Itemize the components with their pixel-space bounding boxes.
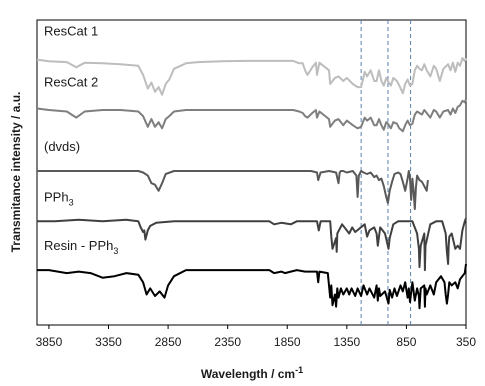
- series-line-3: [37, 217, 467, 272]
- series-group: [36, 57, 467, 310]
- series-label-2: (dvds): [44, 139, 80, 154]
- x-axis: 3850 3350 2850 2350 1850 1350 850 350: [36, 325, 476, 349]
- x-axis-title-main: Wavelength / cm: [201, 367, 295, 381]
- x-tick-label-2: 2850: [155, 335, 182, 349]
- series-label-main-0: ResCat 1: [44, 24, 98, 39]
- x-tick-label-1: 3350: [95, 335, 122, 349]
- x-tick-label-6: 850: [396, 335, 416, 349]
- series-label-main-2: (dvds): [44, 139, 80, 154]
- plot-frame: [36, 19, 467, 326]
- y-axis-title: Transmitance intensity / a.u.: [9, 92, 23, 253]
- x-axis-title-sup: -1: [295, 365, 303, 375]
- x-tick-label-0: 3850: [36, 335, 63, 349]
- series-label-3: PPh3: [44, 189, 74, 207]
- series-label-4: Resin - PPh3: [44, 238, 118, 256]
- reference-lines: [360, 20, 412, 325]
- x-tick-label-7: 350: [456, 335, 476, 349]
- series-label-main-1: ResCat 2: [44, 75, 98, 90]
- series-line-1: [36, 98, 467, 133]
- series-label-0: ResCat 1: [44, 24, 98, 39]
- series-label-sub-4: 3: [113, 246, 118, 256]
- x-tick-label-3: 2350: [214, 335, 241, 349]
- x-axis-title: Wavelength / cm-1: [201, 365, 303, 381]
- series-label-sub-3: 3: [69, 197, 74, 207]
- series-line-0: [36, 57, 467, 96]
- series-label-main-3: PPh: [44, 189, 69, 204]
- series-label-1: ResCat 2: [44, 75, 98, 90]
- series-label-main-4: Resin - PPh: [44, 238, 113, 253]
- series-line-2: [37, 170, 429, 211]
- x-tick-label-5: 1350: [333, 335, 360, 349]
- x-tick-label-4: 1850: [274, 335, 301, 349]
- series-line-4: [37, 263, 467, 310]
